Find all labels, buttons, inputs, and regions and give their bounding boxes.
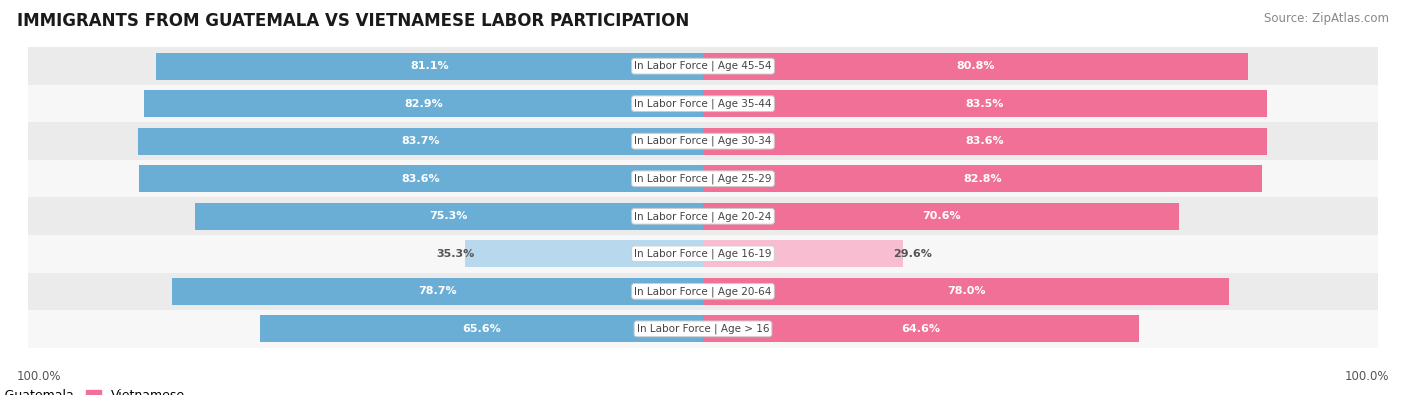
Text: 78.0%: 78.0% bbox=[948, 286, 986, 296]
Bar bbox=[172, 278, 703, 305]
Text: 82.9%: 82.9% bbox=[404, 99, 443, 109]
Text: 83.6%: 83.6% bbox=[966, 136, 1004, 146]
Text: 64.6%: 64.6% bbox=[901, 324, 941, 334]
Text: 83.7%: 83.7% bbox=[401, 136, 440, 146]
Text: 70.6%: 70.6% bbox=[922, 211, 960, 221]
Text: 81.1%: 81.1% bbox=[411, 61, 449, 71]
Bar bbox=[703, 278, 1229, 305]
Text: 82.8%: 82.8% bbox=[963, 174, 1001, 184]
Text: 29.6%: 29.6% bbox=[893, 249, 932, 259]
Text: Source: ZipAtlas.com: Source: ZipAtlas.com bbox=[1264, 12, 1389, 25]
Bar bbox=[28, 273, 1378, 310]
Text: In Labor Force | Age > 16: In Labor Force | Age > 16 bbox=[637, 324, 769, 334]
Text: In Labor Force | Age 20-64: In Labor Force | Age 20-64 bbox=[634, 286, 772, 297]
Bar bbox=[28, 85, 1378, 122]
Text: 100.0%: 100.0% bbox=[1344, 370, 1389, 383]
Bar bbox=[465, 240, 703, 267]
Bar bbox=[28, 160, 1378, 198]
Text: 83.6%: 83.6% bbox=[402, 174, 440, 184]
Bar bbox=[703, 165, 1261, 192]
Bar bbox=[703, 203, 1180, 230]
Text: 65.6%: 65.6% bbox=[463, 324, 501, 334]
Text: In Labor Force | Age 35-44: In Labor Force | Age 35-44 bbox=[634, 98, 772, 109]
Bar bbox=[28, 310, 1378, 348]
Text: 75.3%: 75.3% bbox=[430, 211, 468, 221]
Text: 80.8%: 80.8% bbox=[956, 61, 995, 71]
Text: 83.5%: 83.5% bbox=[966, 99, 1004, 109]
Bar bbox=[703, 315, 1139, 342]
Bar bbox=[156, 53, 703, 80]
Bar bbox=[28, 235, 1378, 273]
Bar bbox=[28, 47, 1378, 85]
Text: IMMIGRANTS FROM GUATEMALA VS VIETNAMESE LABOR PARTICIPATION: IMMIGRANTS FROM GUATEMALA VS VIETNAMESE … bbox=[17, 12, 689, 30]
Bar bbox=[28, 198, 1378, 235]
Bar bbox=[28, 122, 1378, 160]
Bar bbox=[260, 315, 703, 342]
Text: In Labor Force | Age 20-24: In Labor Force | Age 20-24 bbox=[634, 211, 772, 222]
Bar bbox=[703, 240, 903, 267]
Bar bbox=[703, 53, 1249, 80]
Text: In Labor Force | Age 16-19: In Labor Force | Age 16-19 bbox=[634, 248, 772, 259]
Text: In Labor Force | Age 25-29: In Labor Force | Age 25-29 bbox=[634, 173, 772, 184]
Text: 35.3%: 35.3% bbox=[437, 249, 475, 259]
Legend: Immigrants from Guatemala, Vietnamese: Immigrants from Guatemala, Vietnamese bbox=[0, 384, 190, 395]
Bar bbox=[195, 203, 703, 230]
Bar bbox=[139, 165, 703, 192]
Bar bbox=[138, 128, 703, 155]
Text: In Labor Force | Age 45-54: In Labor Force | Age 45-54 bbox=[634, 61, 772, 71]
Bar bbox=[703, 128, 1267, 155]
Bar bbox=[703, 90, 1267, 117]
Text: 100.0%: 100.0% bbox=[17, 370, 62, 383]
Text: 78.7%: 78.7% bbox=[418, 286, 457, 296]
Text: In Labor Force | Age 30-34: In Labor Force | Age 30-34 bbox=[634, 136, 772, 147]
Bar bbox=[143, 90, 703, 117]
